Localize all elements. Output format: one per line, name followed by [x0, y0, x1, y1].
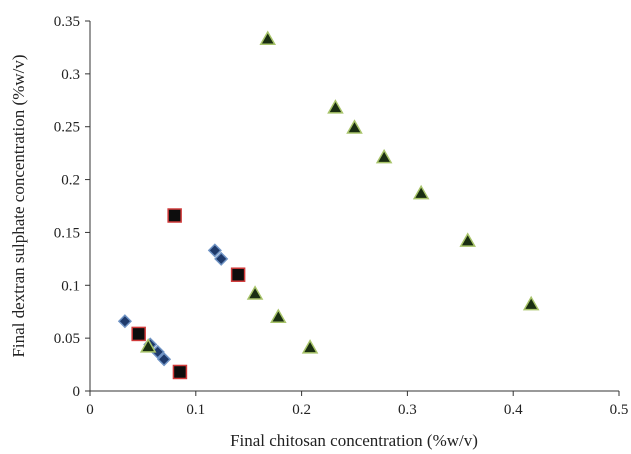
- diamond-point: [214, 251, 229, 266]
- x-axis-ticks: 0 0.1 0.2 0.3 0.4 0.5: [86, 391, 628, 418]
- triangle-point: [259, 30, 277, 45]
- y-tick-label: 0.1: [61, 278, 80, 294]
- triangle-point: [270, 308, 287, 323]
- square-point: [230, 267, 246, 282]
- y-tick-label: 0.2: [61, 173, 80, 189]
- y-tick-label: 0: [73, 384, 81, 400]
- x-tick-label: 0.4: [504, 402, 523, 418]
- triangle-point: [412, 184, 430, 200]
- y-tick-label: 0.05: [54, 331, 80, 347]
- triangle-point: [522, 295, 540, 311]
- y-tick-label: 0.25: [54, 120, 80, 136]
- square-point: [172, 364, 188, 380]
- triangle-point: [346, 119, 363, 134]
- square-point: [167, 208, 182, 223]
- x-tick-label: 0.1: [186, 402, 205, 418]
- triangle-point: [327, 99, 344, 114]
- y-tick-label: 0.15: [54, 225, 80, 241]
- diamond-point: [156, 352, 172, 367]
- triangle-point: [246, 285, 264, 300]
- triangle-point: [459, 232, 476, 247]
- y-tick-label: 0.3: [61, 67, 80, 83]
- x-axis-title: Final chitosan concentration (%w/v): [230, 431, 478, 450]
- triangle-point: [375, 148, 393, 164]
- data-points: [117, 30, 540, 380]
- triangle-point: [139, 338, 157, 353]
- x-tick-label: 0.2: [292, 402, 311, 418]
- y-tick-label: 0.35: [54, 14, 80, 30]
- y-axis-title: Final dextran sulphate concentration (%w…: [9, 54, 28, 357]
- x-tick-label: 0: [86, 402, 94, 418]
- x-tick-label: 0.5: [610, 402, 629, 418]
- diamond-point: [117, 314, 132, 329]
- triangle-point: [301, 339, 319, 354]
- x-tick-label: 0.3: [398, 402, 417, 418]
- square-point: [131, 326, 146, 342]
- diamond-point: [207, 243, 222, 258]
- y-axis-ticks: 0 0.05 0.1 0.15 0.2 0.25 0.3 0.35: [54, 14, 90, 400]
